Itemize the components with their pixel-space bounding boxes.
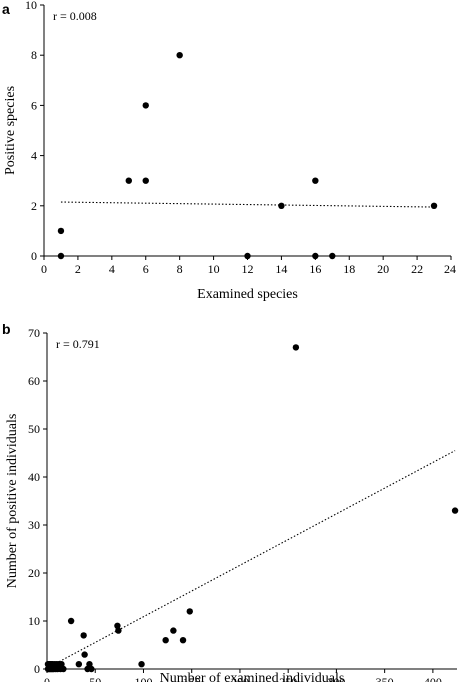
y-tick-label: 50	[28, 422, 40, 436]
x-tick-label: 6	[143, 262, 149, 276]
x-tick-label: 14	[275, 262, 287, 276]
data-point	[329, 252, 336, 260]
x-axis-label: Number of examined individuals	[160, 671, 345, 682]
y-tick-label: 2	[31, 199, 37, 213]
data-point	[125, 177, 132, 184]
data-point	[57, 227, 65, 235]
x-tick-label: 0	[41, 262, 47, 276]
y-tick-label: 0	[34, 662, 40, 676]
trendline	[49, 450, 456, 668]
data-point	[60, 665, 67, 673]
data-point	[430, 202, 438, 209]
x-tick-label: 100	[134, 675, 152, 682]
y-tick-label: 10	[28, 614, 40, 628]
x-tick-label: 10	[208, 262, 220, 276]
data-point	[244, 252, 251, 260]
y-tick-label: 4	[31, 149, 37, 163]
x-tick-label: 20	[377, 262, 389, 276]
data-point	[142, 177, 149, 184]
data-point	[114, 622, 121, 629]
y-tick-label: 60	[28, 374, 40, 388]
data-point	[115, 627, 122, 634]
data-point	[176, 52, 183, 59]
data-point	[57, 252, 65, 260]
x-tick-label: 12	[242, 262, 254, 276]
data-point	[80, 632, 87, 639]
x-axis-label: Examined species	[197, 287, 298, 302]
x-tick-label: 200	[231, 675, 249, 682]
x-tick-label: 400	[424, 675, 442, 682]
chart-panel-b: b 0 50 100 150 200 250 300 350 400 0 10 20 30 40 50 60 70…	[2, 321, 459, 682]
data-point	[451, 507, 459, 514]
y-tick-label: 30	[28, 518, 40, 532]
correlation-annotation: r = 0.008	[53, 9, 97, 23]
x-tick-label: 22	[411, 262, 423, 276]
correlation-annotation: r = 0.791	[56, 337, 100, 351]
y-tick-label: 70	[28, 326, 40, 340]
data-point	[86, 661, 93, 668]
data-point	[292, 344, 300, 351]
x-tick-label: 150	[183, 675, 201, 682]
y-tick-label: 40	[28, 470, 40, 484]
data-point	[88, 665, 95, 673]
y-tick-label: 20	[28, 566, 40, 580]
x-tick-label: 50	[89, 675, 101, 682]
data-point	[142, 102, 149, 109]
x-tick-label: 16	[309, 262, 321, 276]
x-tick-label: 24	[444, 262, 456, 276]
panel-letter: b	[2, 321, 11, 337]
data-point	[67, 617, 75, 625]
y-axis-label: Number of positive individuals	[5, 414, 20, 589]
x-tick-label: 8	[177, 262, 183, 276]
y-tick-label: 6	[31, 98, 37, 112]
data-point	[312, 177, 319, 184]
x-tick-label: 18	[343, 262, 355, 276]
x-tick-label: 350	[376, 675, 394, 682]
data-point	[58, 661, 65, 668]
y-tick-label: 0	[31, 249, 37, 263]
data-point	[162, 637, 169, 644]
y-axis-label: Positive species	[3, 86, 18, 175]
x-tick-label: 300	[327, 675, 345, 682]
data-point	[312, 252, 319, 260]
data-point	[278, 202, 285, 209]
data-point	[186, 608, 193, 615]
data-point	[138, 661, 145, 668]
data-point	[170, 627, 177, 634]
data-point	[75, 661, 83, 668]
x-tick-label: 0	[44, 675, 50, 682]
panel-letter: a	[2, 1, 10, 17]
x-tick-label: 4	[109, 262, 115, 276]
trendline	[60, 201, 435, 208]
y-tick-label: 8	[31, 48, 37, 62]
x-tick-label: 250	[279, 675, 297, 682]
x-tick-label: 2	[75, 262, 81, 276]
data-point	[81, 651, 88, 658]
data-point	[179, 637, 187, 644]
y-tick-label: 10	[25, 0, 37, 12]
